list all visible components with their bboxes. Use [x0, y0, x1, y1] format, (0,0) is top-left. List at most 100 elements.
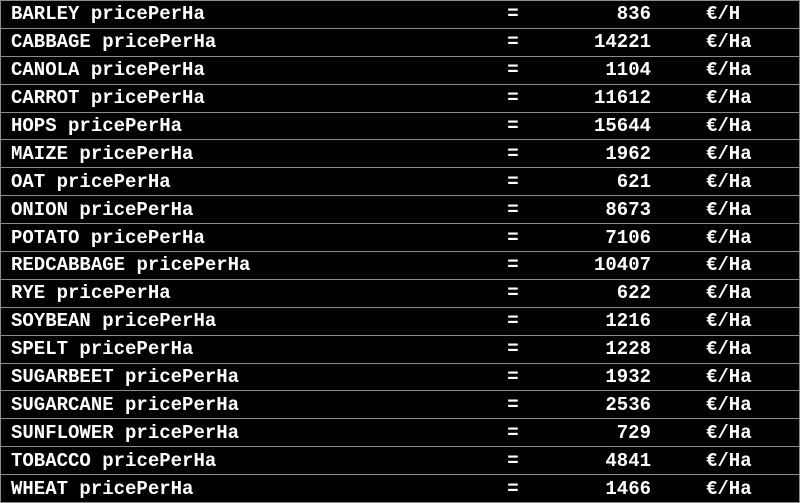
row-label: SPELT pricePerHa [11, 338, 505, 360]
equals-sign: = [507, 282, 519, 305]
crop-name: SPELT [11, 338, 69, 361]
table-row: OAT pricePerHa = 621 €/Ha [1, 168, 799, 197]
equals-sign: = [507, 421, 519, 444]
equals-sign: = [507, 3, 519, 26]
attribute-name: pricePerHa [125, 421, 240, 444]
crop-name: CABBAGE [11, 31, 91, 54]
attribute-name: pricePerHa [125, 393, 240, 416]
price-unit: €/Ha [706, 115, 752, 137]
row-label: RYE pricePerHa [11, 282, 505, 304]
table-row: MAIZE pricePerHa = 1962 €/Ha [1, 140, 799, 169]
crop-name: CANOLA [11, 59, 80, 82]
equals-sign: = [507, 310, 519, 333]
table-row: HOPS pricePerHa = 15644 €/Ha [1, 113, 799, 141]
equals-sign: = [507, 254, 519, 277]
equals-sign: = [507, 393, 519, 416]
attribute-name: pricePerHa [102, 31, 217, 54]
equals-sign: = [507, 170, 519, 193]
price-value: 729 [616, 421, 651, 444]
attribute-name: pricePerHa [79, 142, 194, 165]
crop-name: SUGARCANE [11, 393, 114, 416]
crop-name: POTATO [11, 226, 80, 249]
table-row: CARROT pricePerHa = 11612 €/Ha [1, 85, 799, 113]
equals-sign: = [507, 115, 519, 137]
row-label: TOBACCO pricePerHa [11, 450, 505, 472]
price-value: 1962 [605, 142, 651, 165]
table-row: REDCABBAGE pricePerHa = 10407 €/Ha [1, 252, 799, 280]
crop-name: OAT [11, 170, 46, 193]
equals-sign: = [507, 477, 519, 500]
crop-name: MAIZE [11, 142, 69, 165]
equals-sign: = [507, 59, 519, 82]
table-row: CABBAGE pricePerHa = 14221 €/Ha [1, 29, 799, 57]
attribute-name: pricePerHa [102, 449, 217, 472]
crop-name: TOBACCO [11, 449, 91, 472]
attribute-name: pricePerHa [90, 226, 205, 249]
row-label: MAIZE pricePerHa [11, 143, 505, 165]
crop-name: REDCABBAGE [11, 254, 126, 277]
table-row: SUGARBEET pricePerHa = 1932 €/Ha [1, 364, 799, 392]
table-row: WHEAT pricePerHa = 1466 €/Ha [1, 475, 799, 503]
crop-name: WHEAT [11, 477, 69, 500]
price-value: 4841 [605, 449, 651, 472]
attribute-name: pricePerHa [56, 282, 171, 305]
price-value: 836 [616, 3, 651, 26]
row-label: REDCABBAGE pricePerHa [11, 254, 505, 276]
row-label: HOPS pricePerHa [11, 115, 505, 137]
price-unit: €/Ha [706, 226, 752, 249]
table-row: RYE pricePerHa = 622 €/Ha [1, 280, 799, 308]
price-value: 1466 [605, 477, 651, 500]
price-value: 11612 [593, 87, 651, 110]
attribute-name: pricePerHa [79, 477, 194, 500]
table-row: ONION pricePerHa = 8673 €/Ha [1, 196, 799, 225]
price-unit: €/Ha [706, 338, 752, 361]
table-row: SUNFLOWER pricePerHa = 729 €/Ha [1, 419, 799, 448]
equals-sign: = [507, 366, 519, 389]
price-value: 15644 [593, 115, 651, 137]
attribute-name: pricePerHa [79, 198, 194, 221]
price-value: 1216 [605, 310, 651, 333]
price-unit: €/Ha [706, 31, 752, 54]
row-label: CARROT pricePerHa [11, 87, 505, 109]
attribute-name: pricePerHa [125, 366, 240, 389]
row-label: CANOLA pricePerHa [11, 59, 505, 81]
price-unit: €/Ha [706, 198, 752, 221]
price-value: 10407 [593, 254, 651, 277]
price-unit: €/Ha [706, 254, 752, 277]
crop-name: RYE [11, 282, 46, 305]
attribute-name: pricePerHa [56, 170, 171, 193]
row-label: SUGARCANE pricePerHa [11, 394, 505, 416]
crop-name: BARLEY [11, 3, 80, 26]
row-label: CABBAGE pricePerHa [11, 31, 505, 53]
table-row: CANOLA pricePerHa = 1104 €/Ha [1, 57, 799, 85]
price-value: 1932 [605, 366, 651, 389]
row-label: OAT pricePerHa [11, 171, 505, 193]
price-unit: €/Ha [706, 170, 752, 193]
table-row: SUGARCANE pricePerHa = 2536 €/Ha [1, 391, 799, 420]
crop-name: CARROT [11, 87, 80, 110]
equals-sign: = [507, 338, 519, 361]
row-label: SOYBEAN pricePerHa [11, 310, 505, 332]
attribute-name: pricePerHa [79, 338, 194, 361]
price-value: 8673 [605, 198, 651, 221]
price-unit: €/Ha [706, 87, 752, 110]
row-label: BARLEY pricePerHa [11, 3, 505, 25]
price-value: 7106 [605, 226, 651, 249]
price-unit: €/Ha [706, 366, 752, 389]
price-value: 1104 [605, 59, 651, 82]
equals-sign: = [507, 31, 519, 54]
crop-name: HOPS [11, 115, 57, 137]
row-label: POTATO pricePerHa [11, 227, 505, 249]
price-value: 14221 [593, 31, 651, 54]
equals-sign: = [507, 226, 519, 249]
attribute-name: pricePerHa [90, 87, 205, 110]
table-row: BARLEY pricePerHa = 836 €/H [1, 1, 799, 29]
price-value: 1228 [605, 338, 651, 361]
equals-sign: = [507, 449, 519, 472]
crop-name: SUGARBEET [11, 366, 114, 389]
price-unit: €/Ha [706, 282, 752, 305]
row-label: SUGARBEET pricePerHa [11, 366, 505, 388]
row-label: SUNFLOWER pricePerHa [11, 422, 505, 444]
crop-name: SUNFLOWER [11, 421, 114, 444]
